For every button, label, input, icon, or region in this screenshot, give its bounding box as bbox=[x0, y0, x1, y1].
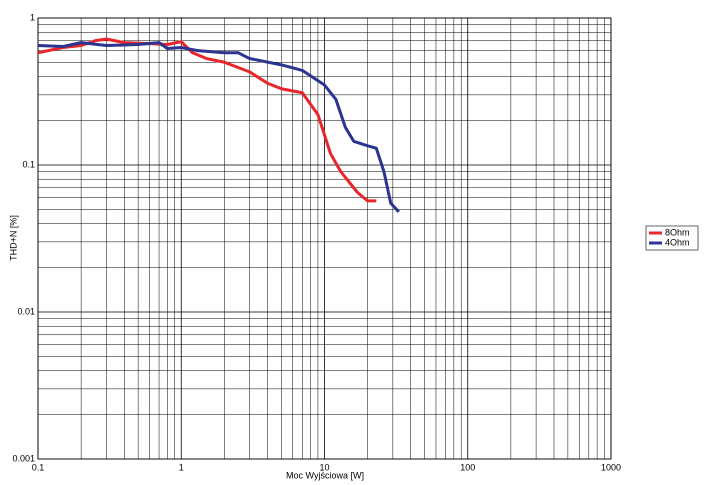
y-tick-label: 0.001 bbox=[12, 453, 35, 463]
data-line bbox=[37, 41, 400, 213]
x-axis-label: Moc Wyjściowa [W] bbox=[286, 470, 364, 480]
legend-label: 8Ohm bbox=[665, 227, 690, 237]
y-tick-label: 0.1 bbox=[22, 159, 35, 169]
x-tick-label: 1000 bbox=[601, 462, 621, 472]
legend-label: 4Ohm bbox=[665, 237, 690, 247]
x-tick-label: 10 bbox=[319, 462, 329, 472]
y-tick-label: 0.01 bbox=[17, 306, 35, 316]
plot-border bbox=[37, 17, 612, 460]
x-tick-label: 100 bbox=[460, 462, 475, 472]
legend-box bbox=[645, 225, 699, 251]
data-line bbox=[37, 37, 377, 203]
x-tick-label: 1 bbox=[179, 462, 184, 472]
y-axis-label: THD+N [%] bbox=[8, 215, 18, 261]
y-tick-label: 1 bbox=[30, 12, 35, 22]
x-tick-label: 0.1 bbox=[32, 462, 45, 472]
